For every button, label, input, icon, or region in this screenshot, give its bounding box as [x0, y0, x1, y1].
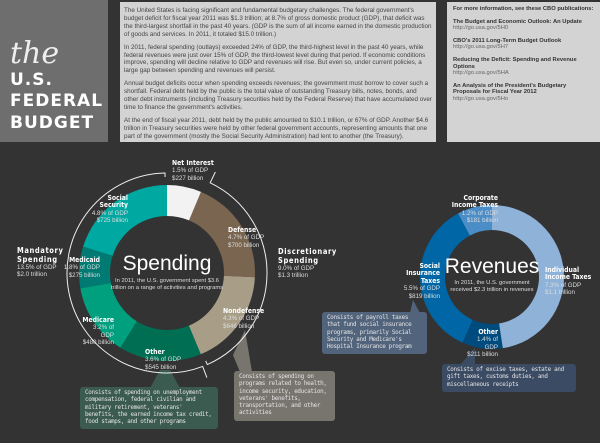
- callout-pointer: [460, 348, 475, 365]
- intro-text: The United States is facing significant …: [120, 2, 436, 142]
- slice-defense: [189, 191, 255, 278]
- publication-title: CBO's 2011 Long-Term Budget Outlook: [453, 37, 562, 44]
- mandatory-bracket: [66, 172, 208, 378]
- callout-other-revenue: Consists of excise taxes, estate and gif…: [442, 364, 576, 392]
- callout-pointer: [233, 330, 252, 372]
- slice-social-security: [83, 185, 167, 256]
- label-other-spending: Other 3.6% of GDP $545 billion: [145, 348, 182, 371]
- intro-paragraph: In 2011, federal spending (outlays) exce…: [124, 43, 426, 75]
- slice-corporate-income-taxes: [457, 205, 492, 236]
- label-individual-taxes: Individual Income Taxes 7.3% of GDP $1.1 t…: [545, 266, 592, 297]
- label-defense: Defense 4.7% of GDP $700 billion: [228, 226, 265, 249]
- publications-heading: For more information, see these CBO publ…: [453, 6, 594, 12]
- slice-social-insurance-taxes: [420, 213, 473, 343]
- title-budget: BUDGET: [10, 113, 95, 133]
- slice-medicare: [80, 282, 137, 348]
- slice-other: [462, 319, 503, 349]
- intro-paragraph: The United States is facing significant …: [124, 7, 432, 38]
- slice-individual-income-taxes: [492, 205, 565, 349]
- publication-title: Reducing the Deficit: Spending and Reven…: [453, 56, 577, 70]
- intro-paragraph: Annual budget deficits occur when spendi…: [124, 80, 433, 111]
- callout-other-spending: Consists of spending on unemployment com…: [80, 387, 218, 430]
- callout-pointer: [150, 370, 180, 388]
- label-medicaid: Medicaid 1.8% of GDP $275 billion: [63, 256, 100, 279]
- label-medicare: Medicare 3.2% of GDP $480 billion: [82, 316, 114, 347]
- slice-nondefense: [188, 275, 255, 355]
- publication-title: The Budget and Economic Outlook: An Upda…: [453, 18, 582, 25]
- label-social-insurance-taxes: Social Insurance Taxes 5.5% of GDP $819 bi…: [403, 262, 440, 300]
- callout-social-insurance: Consists of payroll taxes that fund soci…: [322, 312, 427, 355]
- label-corporate-taxes: Corporate Income Taxes 1.2% of GDP $181 bi…: [451, 194, 498, 225]
- publication-link[interactable]: http://go.usa.gov/5H7: [453, 44, 509, 51]
- title-the: the: [10, 36, 60, 71]
- label-social-security: Social Security 4.8% of GDP $725 billion: [91, 194, 128, 225]
- revenues-subtitle: In 2011, the U.S. government received $2…: [450, 280, 534, 294]
- title-panel: [0, 0, 108, 142]
- revenues-title: Revenues: [444, 255, 540, 278]
- discretionary-bracket: [205, 171, 268, 366]
- callout-pointer: [410, 300, 420, 313]
- slice-net-interest: [167, 185, 201, 221]
- spending-subtitle: In 2011, the U.S. government spent $3.6 …: [110, 278, 224, 292]
- spending-title: Spending: [122, 252, 212, 275]
- callout-nondefense: Consists of spending on programs related…: [234, 371, 335, 421]
- publications-panel: For more information, see these CBO publ…: [447, 2, 600, 142]
- label-mandatory-spending: Mandatory Spending 13.5% of GDP $2.0 trill…: [17, 246, 64, 279]
- label-net-interest: Net Interest 1.5% of GDP $227 billion: [172, 159, 214, 182]
- title-federal: FEDERAL: [10, 91, 104, 111]
- publication-link[interactable]: http://go.usa.gov/5H0: [453, 25, 509, 32]
- label-discretionary-spending: Discretionary Spending 9.0% of GDP $1.3 tr…: [278, 247, 337, 280]
- label-other-revenue: Other 1.4% of GDP $211 billion: [467, 328, 498, 359]
- title-us: U.S.: [10, 70, 53, 90]
- label-nondefense: Nondefense 4.3% of GDP $646 billion: [223, 307, 265, 330]
- publication-link[interactable]: http://go.usa.gov/5Ho: [453, 95, 509, 102]
- intro-paragraph: At the end of fiscal year 2011, debt hel…: [124, 116, 429, 140]
- publication-title: An Analysis of the President's Budgetary…: [453, 82, 567, 96]
- slice-other: [120, 321, 201, 361]
- publication-link[interactable]: http://go.usa.gov/5HA: [453, 70, 509, 77]
- slice-medicaid: [79, 246, 113, 289]
